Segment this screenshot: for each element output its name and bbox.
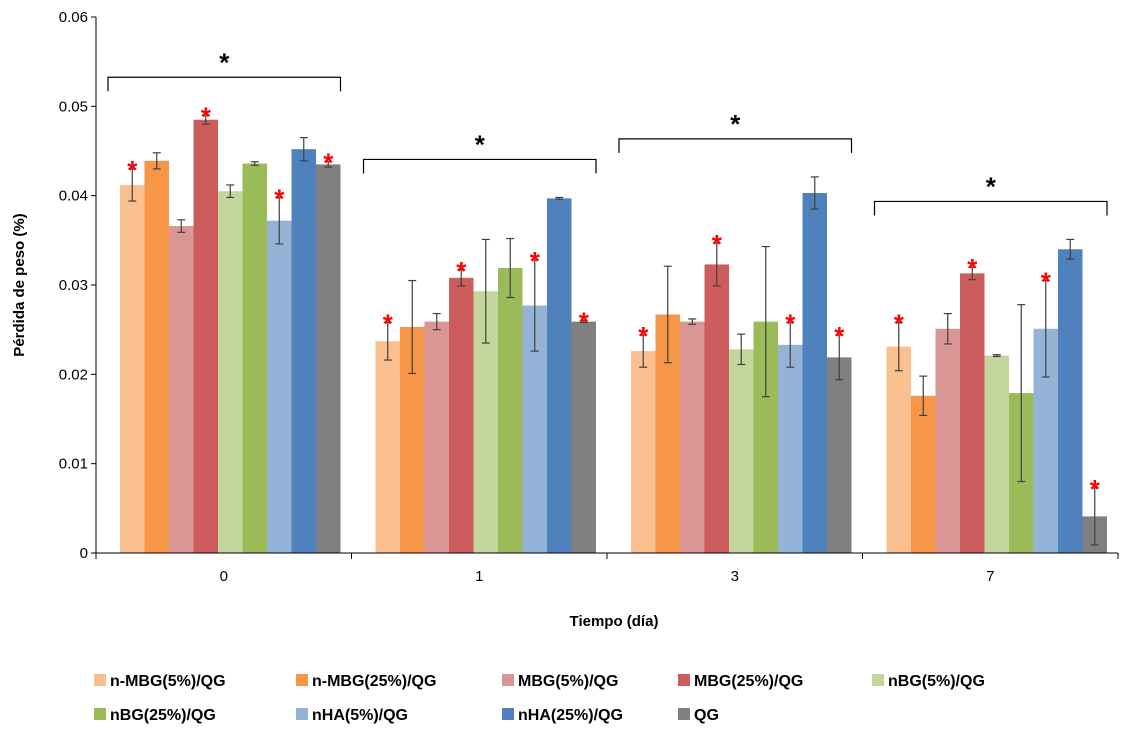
bar <box>631 351 656 553</box>
y-tick-label: 0.05 <box>59 98 88 115</box>
legend-item: n-MBG(5%)/QG <box>94 673 226 690</box>
significance-marker: * <box>712 229 723 259</box>
legend-label: MBG(5%)/QG <box>518 673 618 690</box>
bar <box>242 163 267 554</box>
bar <box>424 321 449 553</box>
legend-label: MBG(25%)/QG <box>694 673 803 690</box>
legend-item: MBG(25%)/QG <box>678 673 803 690</box>
legend-item: n-MBG(25%)/QG <box>296 673 436 690</box>
x-axis-title: Tiempo (día) <box>570 613 659 630</box>
bar <box>267 220 292 553</box>
bar <box>1058 249 1083 553</box>
legend-label: nBG(25%)/QG <box>110 707 216 724</box>
x-tick-label: 7 <box>986 568 994 585</box>
bar <box>291 149 316 554</box>
legend-label: QG <box>694 707 719 724</box>
significance-marker: * <box>894 309 905 339</box>
significance-bracket <box>873 200 1108 216</box>
significance-marker: * <box>456 256 467 286</box>
significance-marker: * <box>1090 474 1101 504</box>
bar <box>120 184 145 554</box>
bar <box>802 192 827 553</box>
legend-item: QG <box>678 707 719 724</box>
bar <box>193 119 218 553</box>
y-tick-label: 0.02 <box>59 366 88 383</box>
significance-bracket <box>107 76 342 92</box>
legend-swatch <box>678 708 690 720</box>
bar <box>449 277 474 553</box>
significance-marker: * <box>201 101 212 131</box>
legend-label: n-MBG(25%)/QG <box>312 673 436 690</box>
bar <box>547 198 572 553</box>
bar <box>729 349 754 553</box>
bar <box>375 341 400 553</box>
legend-swatch <box>296 674 308 686</box>
significance-bracket <box>618 138 853 153</box>
x-tick-label: 0 <box>220 568 228 585</box>
significance-marker: * <box>638 321 649 351</box>
bar <box>827 357 852 553</box>
legend-swatch <box>678 674 690 686</box>
group-significance-marker: * <box>475 129 486 159</box>
legend-item: nBG(5%)/QG <box>872 673 985 690</box>
y-axis-title: Pérdida de peso (%) <box>11 213 28 356</box>
significance-marker: * <box>383 309 394 339</box>
significance-bracket <box>362 158 597 174</box>
bar <box>704 264 729 553</box>
significance-marker: * <box>1041 267 1052 297</box>
y-tick-label: 0.06 <box>59 9 88 26</box>
x-axis: 0 1 3 7 <box>95 552 1119 585</box>
significance-marker: * <box>274 183 285 213</box>
legend-swatch <box>94 674 106 686</box>
legend-item: nHA(25%)/QG <box>502 707 623 724</box>
legend-label: nBG(5%)/QG <box>888 673 985 690</box>
bar <box>316 164 341 553</box>
significance-marker: * <box>127 155 138 185</box>
y-axis: 0 0.01 0.02 0.03 0.04 0.05 0.06 <box>59 9 97 562</box>
bar <box>960 273 985 553</box>
y-tick-label: 0.01 <box>59 456 88 473</box>
plot-area: ******* ****** **** *** <box>107 47 1108 554</box>
bar <box>498 268 523 553</box>
significance-marker: * <box>834 321 845 351</box>
bar <box>911 395 936 553</box>
bar <box>218 191 243 553</box>
legend-label: n-MBG(5%)/QG <box>110 673 226 690</box>
group-significance-marker: * <box>219 47 230 77</box>
y-tick-label: 0.03 <box>59 277 88 294</box>
significance-marker: * <box>785 309 796 339</box>
legend-label: nHA(25%)/QG <box>518 707 623 724</box>
y-tick-label: 0 <box>80 545 88 562</box>
legend-swatch <box>502 674 514 686</box>
bar <box>778 344 803 553</box>
significance-marker: * <box>967 253 978 283</box>
legend-swatch <box>296 708 308 720</box>
bar <box>169 226 194 554</box>
bar <box>935 328 960 553</box>
y-tick-label: 0.04 <box>59 188 88 205</box>
bar <box>571 321 596 553</box>
group-significance-marker: * <box>986 171 997 201</box>
x-tick-label: 1 <box>475 568 483 585</box>
bar <box>144 160 169 553</box>
legend-swatch <box>872 674 884 686</box>
legend-item: MBG(5%)/QG <box>502 673 618 690</box>
legend-swatch <box>94 708 106 720</box>
legend-item: nHA(5%)/QG <box>296 707 408 724</box>
group-significance-marker: * <box>730 109 741 139</box>
significance-marker: * <box>530 246 541 276</box>
legend-swatch <box>502 708 514 720</box>
legend-label: nHA(5%)/QG <box>312 707 408 724</box>
significance-marker: * <box>579 307 590 337</box>
bar <box>984 355 1009 553</box>
legend-item: nBG(25%)/QG <box>94 707 216 724</box>
bar <box>886 346 911 553</box>
legend: n-MBG(5%)/QG n-MBG(25%)/QG MBG(5%)/QG MBG(2… <box>94 673 985 724</box>
bar <box>680 321 705 553</box>
x-tick-label: 3 <box>731 568 739 585</box>
significance-marker: * <box>323 148 334 178</box>
